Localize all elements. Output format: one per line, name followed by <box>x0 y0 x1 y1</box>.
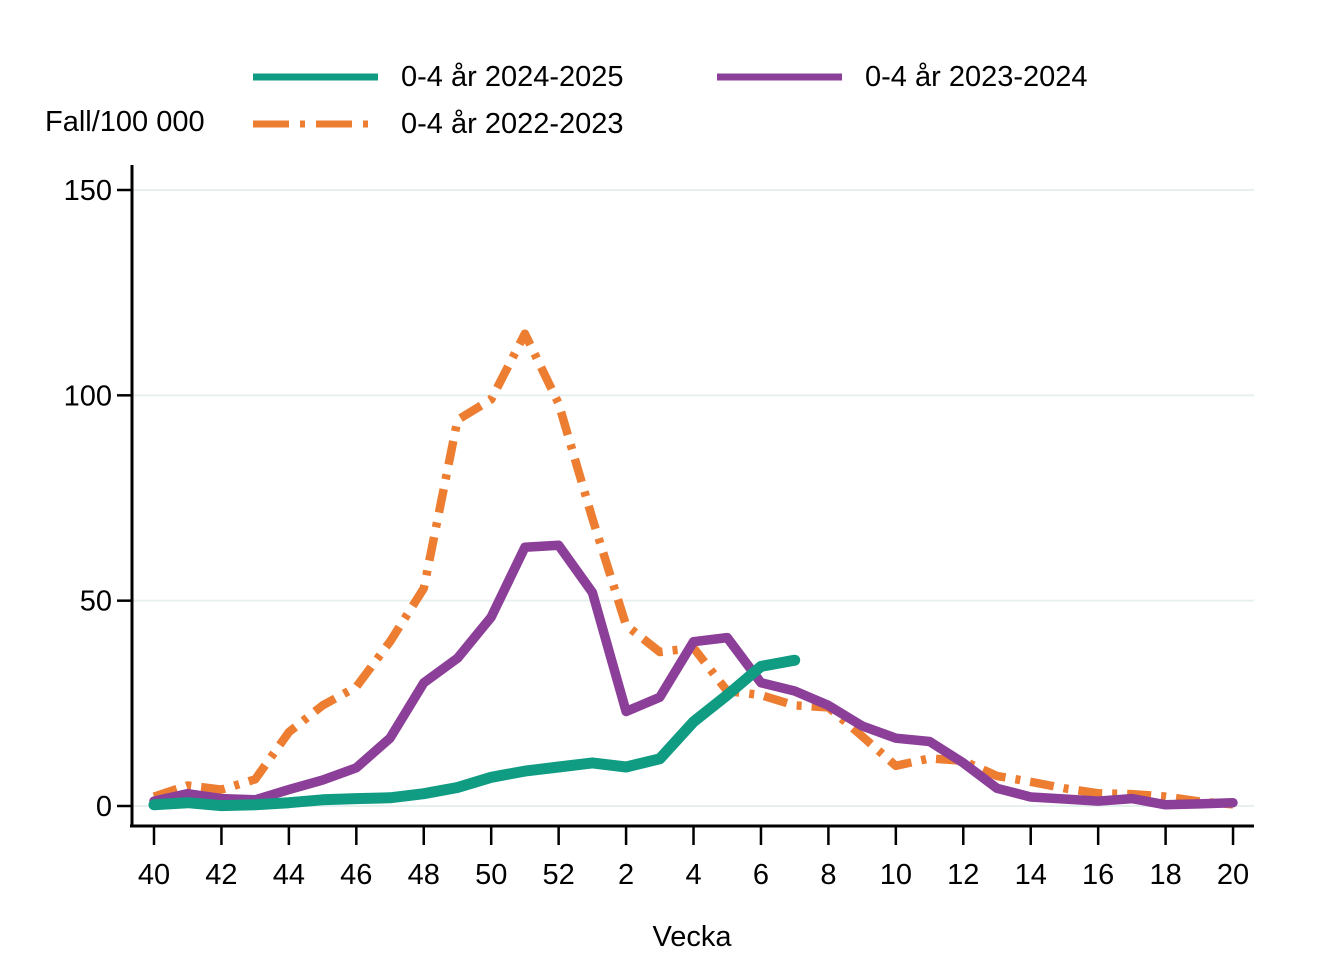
series-line-0-4-år-2022-2023 <box>152 329 1234 809</box>
x-tick-label-52: 52 <box>543 859 575 891</box>
x-tick-label-42: 42 <box>205 859 237 891</box>
legend-swatch-solid-teal-icon <box>253 73 378 81</box>
x-tick-label-6: 6 <box>753 859 769 891</box>
x-tick-label-8: 8 <box>820 859 836 891</box>
x-tick-label-46: 46 <box>340 859 372 891</box>
series-line-0-4-år-2024-2025 <box>148 654 801 812</box>
x-tick-label-4: 4 <box>685 859 701 891</box>
y-tick-label-150: 150 <box>64 175 112 207</box>
legend-label: 0-4 år 2022-2023 <box>401 108 624 140</box>
x-tick-label-20: 20 <box>1217 859 1249 891</box>
x-tick-label-50: 50 <box>475 859 507 891</box>
y-tick-label-100: 100 <box>64 380 112 412</box>
legend-label: 0-4 år 2024-2025 <box>401 61 624 93</box>
y-tick-label-50: 50 <box>80 586 112 618</box>
legend-label: 0-4 år 2023-2024 <box>865 61 1088 93</box>
x-tick-label-40: 40 <box>138 859 170 891</box>
legend-swatch-solid-purple-icon <box>717 73 842 81</box>
y-axis-title: Fall/100 000 <box>45 106 205 138</box>
legend-swatch-dashdot-orange-icon <box>253 120 378 128</box>
x-tick-label-2: 2 <box>618 859 634 891</box>
x-tick-label-44: 44 <box>273 859 305 891</box>
x-tick-label-16: 16 <box>1082 859 1114 891</box>
x-tick-label-48: 48 <box>408 859 440 891</box>
x-tick-label-10: 10 <box>880 859 912 891</box>
x-tick-label-18: 18 <box>1149 859 1181 891</box>
legend-item-2024-2025: 0-4 år 2024-2025 <box>252 59 624 95</box>
y-tick-label-0: 0 <box>96 791 112 823</box>
series-line-0-4-år-2023-2024 <box>149 540 1238 810</box>
x-tick-label-14: 14 <box>1015 859 1047 891</box>
legend-item-2022-2023: 0-4 år 2022-2023 <box>252 106 624 142</box>
x-axis-title: Vecka <box>652 921 732 953</box>
legend-item-2023-2024: 0-4 år 2023-2024 <box>716 59 1088 95</box>
x-tick-label-12: 12 <box>947 859 979 891</box>
